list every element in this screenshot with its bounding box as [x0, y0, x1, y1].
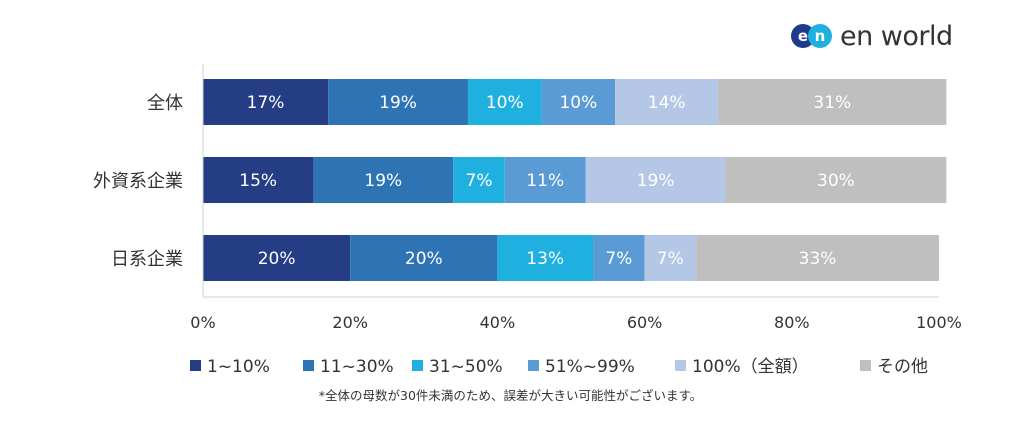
logo-wordmark: en world	[840, 20, 953, 52]
legend-label: 1~10%	[207, 357, 270, 377]
legend-swatch	[860, 360, 871, 371]
data-label: 19%	[637, 171, 675, 191]
category-label: 全体	[147, 93, 183, 114]
legend-label: その他	[877, 357, 928, 377]
data-label: 20%	[405, 249, 443, 269]
data-label: 10%	[486, 93, 524, 113]
bar-segment	[696, 235, 939, 281]
data-label: 17%	[247, 93, 285, 113]
bar-segment	[313, 157, 454, 203]
bar-segment	[203, 235, 351, 281]
en-world-logo: e n en world	[790, 20, 953, 52]
bar-segment	[504, 157, 586, 203]
x-tick-label: 100%	[916, 313, 962, 332]
legend-swatch	[412, 360, 423, 371]
x-tick-label: 80%	[774, 313, 810, 332]
legend-label: 51%~99%	[545, 357, 635, 377]
legend-label: 31~50%	[429, 357, 503, 377]
data-label: 10%	[559, 93, 597, 113]
bar-segment	[497, 235, 594, 281]
footnote: *全体の母数が30件未満のため、誤差が大きい可能性がございます。	[318, 388, 703, 403]
legend: 1~10% 11~30% 31~50% 51%~99% 100%（全額） その他	[190, 357, 928, 377]
legend-label: 11~30%	[320, 357, 394, 377]
bar-segment	[203, 79, 329, 125]
en-logo-mark-icon: e n	[791, 24, 832, 48]
bar-segment	[718, 79, 947, 125]
data-label: 30%	[817, 171, 855, 191]
logo-mark-e: e	[798, 27, 808, 45]
data-label: 33%	[799, 249, 837, 269]
bar-segment	[203, 157, 314, 203]
legend-swatch	[528, 360, 539, 371]
category-label: 日系企業	[111, 249, 183, 270]
x-tick-label: 20%	[332, 313, 368, 332]
x-axis: 0% 20% 40% 60% 80% 100%	[190, 64, 962, 332]
legend-swatch	[675, 360, 686, 371]
logo-mark-n: n	[815, 27, 826, 45]
bar-segment	[467, 79, 542, 125]
data-label: 31%	[813, 93, 851, 113]
data-label: 19%	[364, 171, 402, 191]
data-label: 14%	[648, 93, 686, 113]
bar-segment	[593, 235, 645, 281]
data-label: 7%	[605, 249, 632, 269]
legend-swatch	[190, 360, 201, 371]
x-tick-label: 60%	[627, 313, 663, 332]
bar-segment	[453, 157, 505, 203]
data-label: 19%	[379, 93, 417, 113]
bar-segment	[541, 79, 616, 125]
bars-group: 17% 19% 10% 10% 14% 31% 15% 19% 7% 11% 19% 30% 20% 20…	[203, 79, 947, 281]
data-label: 11%	[526, 171, 564, 191]
bar-segment	[644, 235, 697, 281]
data-label: 13%	[526, 249, 564, 269]
bar-segment	[725, 157, 947, 203]
legend-label: 100%（全額）	[692, 357, 809, 377]
legend-swatch	[303, 360, 314, 371]
data-label: 15%	[239, 171, 277, 191]
category-label: 外資系企業	[93, 171, 183, 192]
data-label: 20%	[258, 249, 296, 269]
bar-segment	[328, 79, 468, 125]
data-label: 7%	[466, 171, 493, 191]
bar-segment	[585, 157, 726, 203]
bar-segment	[350, 235, 498, 281]
x-tick-label: 40%	[480, 313, 516, 332]
x-tick-label: 0%	[190, 313, 215, 332]
bar-segment	[615, 79, 719, 125]
data-label: 7%	[657, 249, 684, 269]
